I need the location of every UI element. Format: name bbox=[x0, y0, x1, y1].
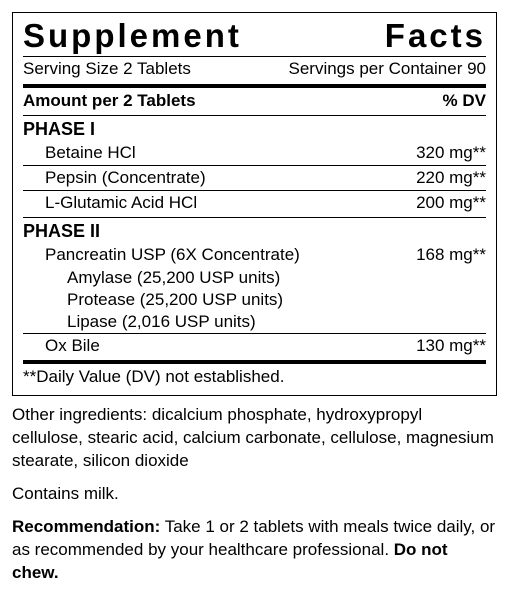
ingredient-row: Pepsin (Concentrate) 220 mg** bbox=[23, 165, 486, 190]
ingredient-value: 200 mg** bbox=[416, 193, 486, 213]
ingredient-sub: Amylase (25,200 USP units) bbox=[23, 267, 486, 289]
recommendation-label: Recommendation: bbox=[12, 517, 160, 536]
amount-header-right: % DV bbox=[443, 91, 486, 111]
ingredient-name: L-Glutamic Acid HCl bbox=[23, 193, 197, 213]
panel-title: Supplement Facts bbox=[23, 19, 486, 54]
servings-per-container: Servings per Container 90 bbox=[288, 59, 486, 79]
ingredient-value: 320 mg** bbox=[416, 143, 486, 163]
ingredient-value: 168 mg** bbox=[416, 245, 486, 265]
amount-header-left: Amount per 2 Tablets bbox=[23, 91, 196, 111]
ingredient-row: Betaine HCl 320 mg** bbox=[23, 141, 486, 165]
ingredient-name: Pancreatin USP (6X Concentrate) bbox=[23, 245, 300, 265]
dv-footnote: **Daily Value (DV) not established. bbox=[23, 364, 486, 387]
ingredient-value: 130 mg** bbox=[416, 336, 486, 356]
ingredient-name: Ox Bile bbox=[23, 336, 100, 356]
contains-allergen: Contains milk. bbox=[12, 483, 497, 506]
title-word-2: Facts bbox=[385, 19, 486, 52]
title-word-1: Supplement bbox=[23, 19, 242, 52]
ingredient-row: Pancreatin USP (6X Concentrate) 168 mg** bbox=[23, 243, 486, 267]
ingredient-row: Ox Bile 130 mg** bbox=[23, 333, 486, 358]
ingredient-sub: Protease (25,200 USP units) bbox=[23, 289, 486, 311]
recommendation: Recommendation: Take 1 or 2 tablets with… bbox=[12, 516, 497, 585]
phase-1-label: PHASE I bbox=[23, 116, 486, 141]
ingredient-sub: Lipase (2,016 USP units) bbox=[23, 311, 486, 333]
ingredient-name: Betaine HCl bbox=[23, 143, 136, 163]
supplement-facts-panel: Supplement Facts Serving Size 2 Tablets … bbox=[12, 12, 497, 396]
serving-row: Serving Size 2 Tablets Servings per Cont… bbox=[23, 57, 486, 82]
ingredient-row: L-Glutamic Acid HCl 200 mg** bbox=[23, 190, 486, 215]
ingredient-value: 220 mg** bbox=[416, 168, 486, 188]
below-panel: Other ingredients: dicalcium phosphate, … bbox=[12, 404, 497, 585]
serving-size: Serving Size 2 Tablets bbox=[23, 59, 191, 79]
ingredient-name: Pepsin (Concentrate) bbox=[23, 168, 206, 188]
amount-header: Amount per 2 Tablets % DV bbox=[23, 88, 486, 113]
other-ingredients: Other ingredients: dicalcium phosphate, … bbox=[12, 404, 497, 473]
phase-2-label: PHASE II bbox=[23, 218, 486, 243]
